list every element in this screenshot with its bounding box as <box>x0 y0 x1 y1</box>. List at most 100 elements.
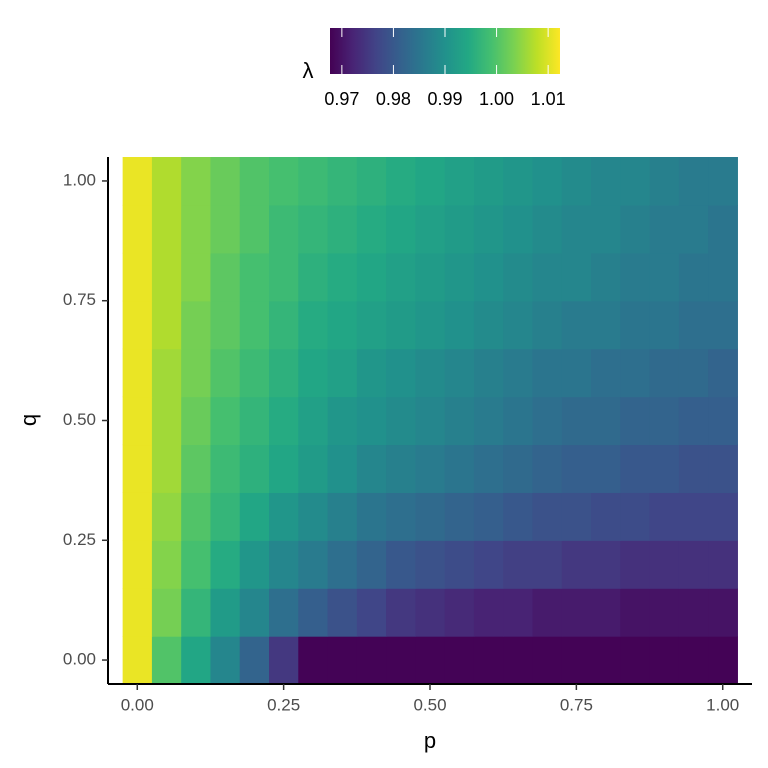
heat-cell <box>444 540 475 589</box>
heat-cell <box>620 636 651 685</box>
heat-cell <box>327 444 358 493</box>
heat-cell <box>532 204 563 254</box>
heat-cell <box>356 540 387 589</box>
y-tick-label: 0.75 <box>63 290 96 309</box>
heat-cell <box>591 588 621 637</box>
heat-cell <box>239 588 270 637</box>
heat-cell <box>532 348 563 398</box>
colorbar-tick-label: 0.97 <box>324 89 359 109</box>
heat-cell <box>473 636 504 685</box>
heat-cell <box>678 444 709 493</box>
heat-cell <box>151 492 182 541</box>
heat-cell <box>649 492 680 541</box>
heat-cell <box>239 348 270 398</box>
heat-cell <box>503 348 534 398</box>
heat-cell <box>181 157 212 206</box>
heat-cell <box>415 252 446 302</box>
heat-cell <box>327 492 358 541</box>
heat-cell <box>386 157 416 206</box>
heat-cell <box>503 300 534 350</box>
y-tick-label: 0.50 <box>63 410 96 429</box>
heat-cell <box>356 396 387 446</box>
heat-cell <box>122 636 153 685</box>
heat-cell <box>678 252 709 302</box>
heat-cell <box>327 636 358 685</box>
heat-cell <box>620 204 651 254</box>
heat-cell <box>210 540 241 589</box>
heat-cell <box>327 157 358 206</box>
heat-cell <box>503 157 534 206</box>
x-tick-label: 0.25 <box>267 695 300 714</box>
heat-cell <box>298 636 329 685</box>
heat-cell <box>122 300 153 350</box>
colorbar-tick-label: 1.01 <box>531 89 566 109</box>
heat-cell <box>473 396 504 446</box>
heat-cell <box>298 492 329 541</box>
heat-cell <box>210 252 241 302</box>
colorbar-title: λ <box>303 58 314 83</box>
heat-cell <box>473 540 504 589</box>
heat-cell <box>561 636 592 685</box>
heat-cell <box>386 348 416 398</box>
heat-cell <box>649 588 680 637</box>
heat-cell <box>649 204 680 254</box>
heat-cell <box>473 444 504 493</box>
heat-cell <box>298 540 329 589</box>
heat-cell <box>503 444 534 493</box>
heat-cell <box>210 300 241 350</box>
heat-cell <box>444 300 475 350</box>
heat-cell <box>356 348 387 398</box>
heat-cell <box>239 204 270 254</box>
heat-cell <box>269 204 299 254</box>
heat-cell <box>561 300 592 350</box>
heat-cell <box>298 204 329 254</box>
heat-cell <box>269 300 299 350</box>
heat-cell <box>649 348 680 398</box>
heat-cell <box>620 396 651 446</box>
colorbar-tick-label: 1.00 <box>479 89 514 109</box>
heat-cell <box>561 157 592 206</box>
heat-cell <box>386 204 416 254</box>
heat-cell <box>386 636 416 685</box>
heat-cell <box>532 588 563 637</box>
heat-cell <box>386 396 416 446</box>
heat-cell <box>678 300 709 350</box>
heat-cell <box>561 348 592 398</box>
colorbar-tick-label: 0.99 <box>427 89 462 109</box>
heat-cell <box>298 588 329 637</box>
heat-cell <box>415 444 446 493</box>
heat-cell <box>708 636 738 685</box>
heat-cell <box>708 157 738 206</box>
heat-cell <box>122 396 153 446</box>
heat-cell <box>649 396 680 446</box>
heat-cell <box>444 348 475 398</box>
heat-cell <box>708 444 738 493</box>
heat-cell <box>503 204 534 254</box>
heat-cell <box>327 588 358 637</box>
heat-cell <box>210 636 241 685</box>
heat-cell <box>210 204 241 254</box>
heat-cell <box>532 444 563 493</box>
heat-cell <box>532 540 563 589</box>
heat-cell <box>473 300 504 350</box>
heat-cell <box>239 300 270 350</box>
x-tick-label: 0.00 <box>121 695 154 714</box>
heat-cell <box>444 157 475 206</box>
heat-cell <box>415 540 446 589</box>
heat-cell <box>503 540 534 589</box>
heat-cell <box>415 396 446 446</box>
heat-cell <box>532 157 563 206</box>
heat-cell <box>386 252 416 302</box>
heat-cell <box>561 444 592 493</box>
heat-cell <box>298 157 329 206</box>
heat-cell <box>649 157 680 206</box>
heat-cell <box>532 300 563 350</box>
heat-cell <box>151 588 182 637</box>
heat-cell <box>708 348 738 398</box>
heat-cell <box>649 636 680 685</box>
heat-cell <box>239 396 270 446</box>
y-tick-label: 0.25 <box>63 530 96 549</box>
heat-cell <box>269 157 299 206</box>
heat-cell <box>591 396 621 446</box>
heat-cell <box>473 348 504 398</box>
